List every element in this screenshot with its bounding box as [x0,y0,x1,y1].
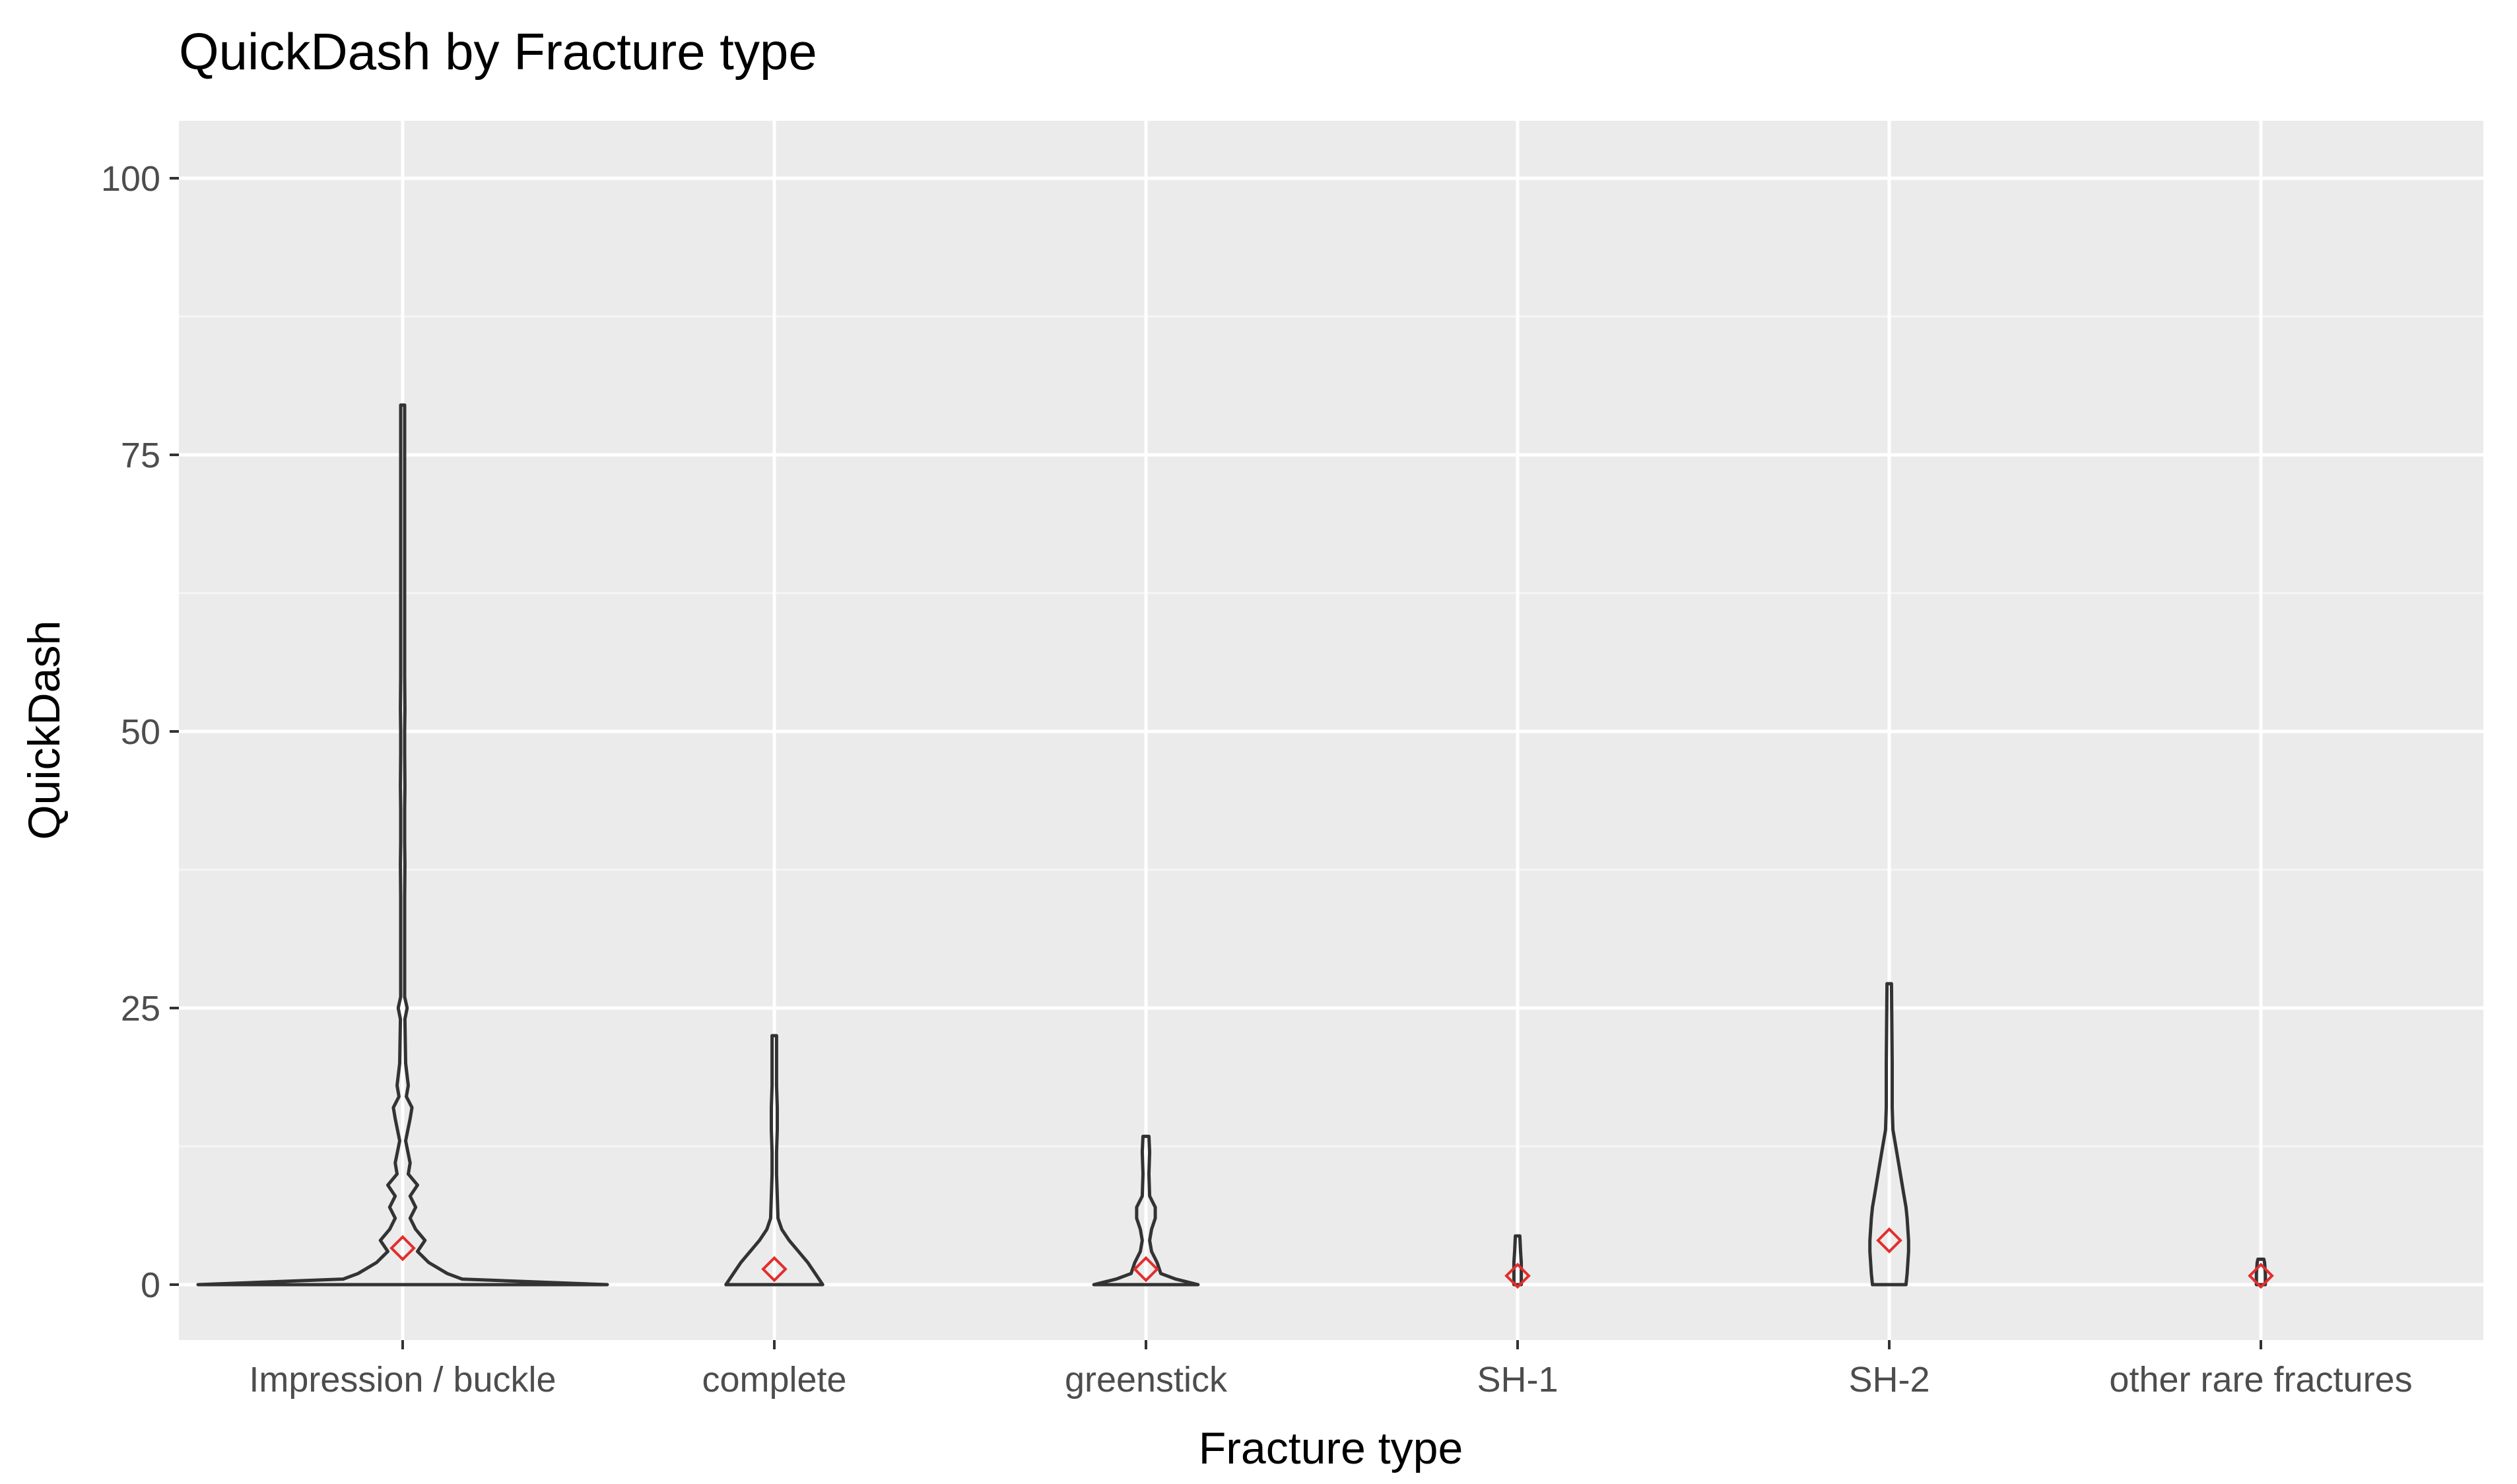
mean-marker-diamond [1876,1227,1902,1254]
mean-marker-diamond [389,1234,416,1262]
y-axis-title: QuickDash [19,621,69,840]
mean-marker-diamond [1504,1262,1531,1289]
x-axis-title: Fracture type [1199,1423,1463,1473]
mean-marker-diamond [2248,1262,2274,1289]
y-tick-label: 75 [121,436,160,475]
y-tick-label: 50 [121,712,160,752]
violin-shape [196,403,609,1287]
y-tick-label: 100 [101,159,160,199]
x-tick-label: greenstick [1065,1360,1228,1400]
mean-markers [389,1227,2274,1289]
chart-title: QuickDash by Fracture type [179,22,817,81]
violin-shape [1868,982,1910,1287]
minor-gridlines [179,316,2483,1147]
violin-shape [1092,1134,1200,1287]
mean-marker-diamond [1133,1256,1159,1283]
violin-shape [724,1034,824,1287]
y-tick-label: 0 [141,1265,160,1305]
x-tick-label: SH-2 [1848,1360,1930,1400]
x-tick-label: Impression / buckle [249,1360,556,1400]
x-tick-label: other rare fractures [2109,1360,2412,1400]
x-tick-label: complete [702,1360,846,1400]
x-tick-label: SH-1 [1477,1360,1558,1400]
violin-shape [1512,1234,1524,1287]
mean-marker-diamond [761,1256,788,1283]
y-tick-label: 25 [121,989,160,1029]
x-axis: Impression / buckle complete greenstick SH-… [249,1340,2413,1400]
y-axis: 0 25 50 75 100 [101,159,179,1305]
